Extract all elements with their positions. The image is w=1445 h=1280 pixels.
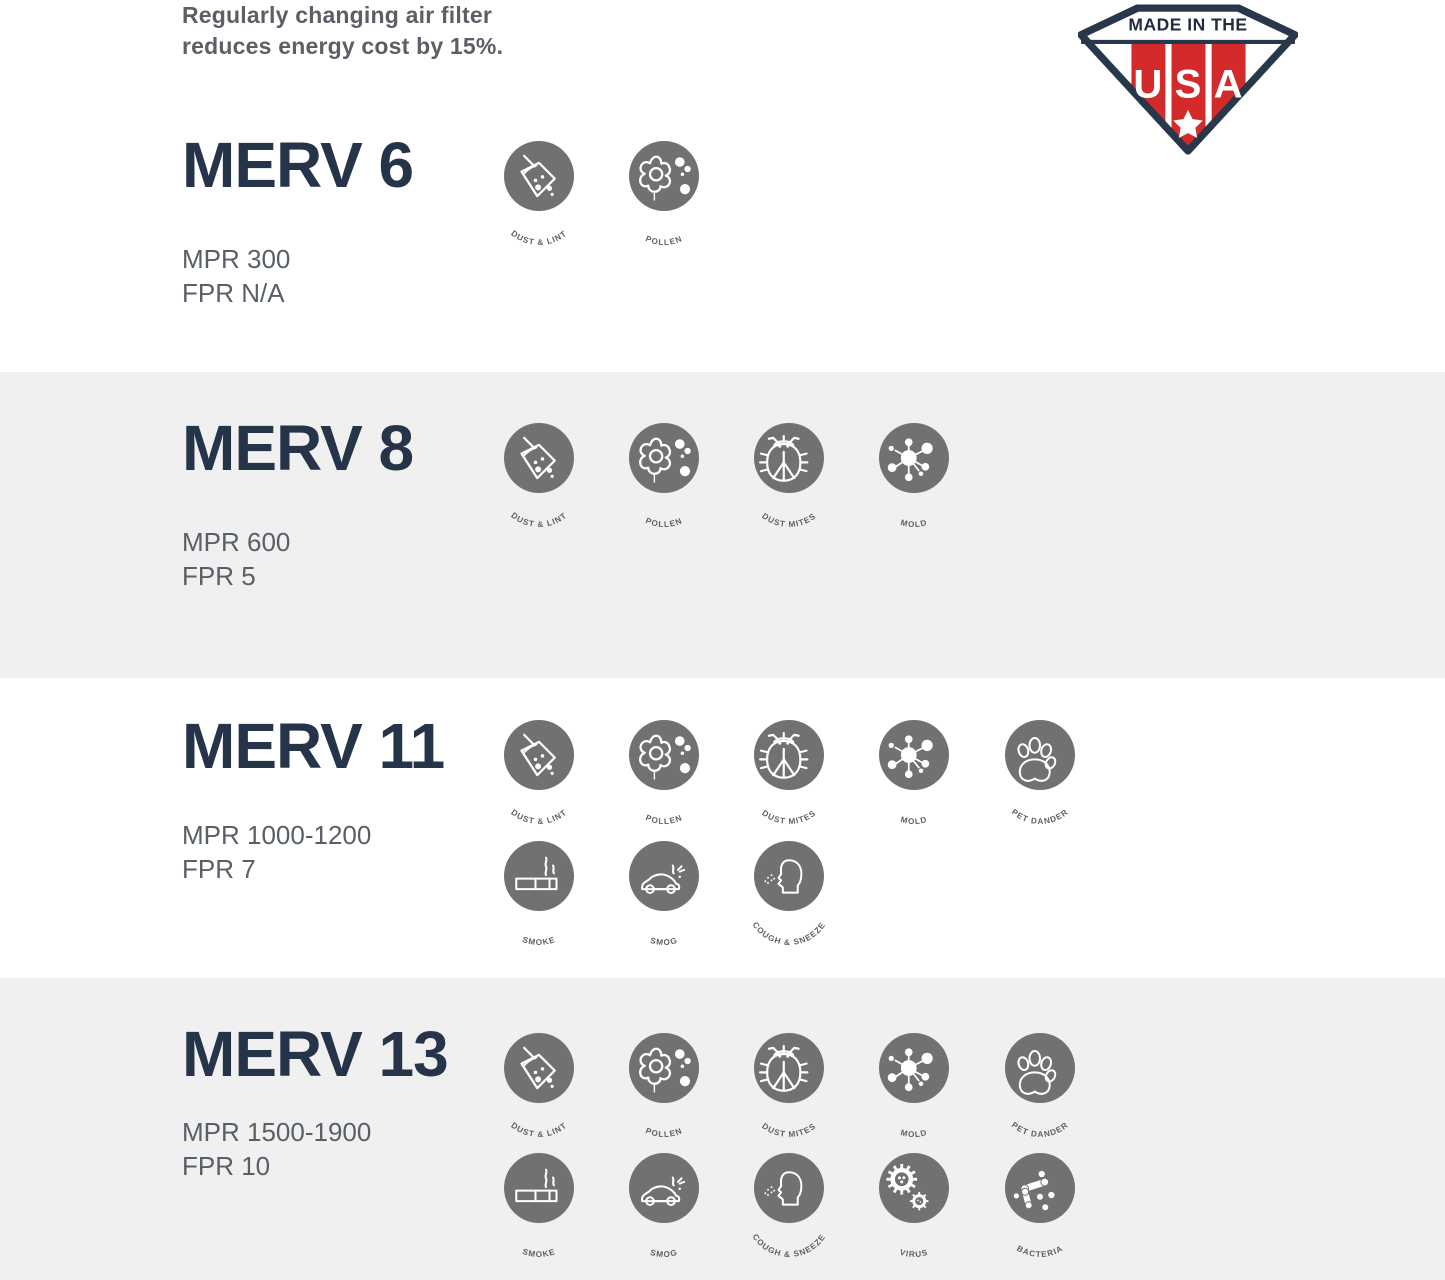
svg-text:DUST MITES: DUST MITES [760,1121,818,1139]
svg-text:DUST & LINT: DUST & LINT [509,229,568,247]
svg-text:POLLEN: POLLEN [644,234,684,247]
svg-text:VIRUS: VIRUS [899,1248,930,1259]
svg-text:POLLEN: POLLEN [644,516,684,529]
svg-text:COUGH & SNEEZE: COUGH & SNEEZE [751,920,828,947]
svg-text:MOLD: MOLD [900,815,929,826]
svg-text:SMOKE: SMOKE [521,935,556,947]
svg-text:DUST & LINT: DUST & LINT [509,1121,568,1139]
svg-text:SMOG: SMOG [649,936,679,947]
svg-text:POLLEN: POLLEN [644,813,684,826]
svg-text:S: S [1175,63,1202,107]
svg-text:U: U [1133,63,1162,107]
svg-text:DUST MITES: DUST MITES [760,808,818,826]
svg-text:SMOKE: SMOKE [521,1247,556,1259]
svg-text:MADE IN THE: MADE IN THE [1128,15,1247,35]
svg-text:PET DANDER: PET DANDER [1009,1120,1069,1139]
svg-text:DUST & LINT: DUST & LINT [509,807,568,825]
svg-text:MOLD: MOLD [900,1128,929,1139]
svg-text:BACTERIA: BACTERIA [1015,1244,1065,1259]
svg-text:POLLEN: POLLEN [644,1126,684,1139]
svg-text:SMOG: SMOG [649,1248,679,1259]
svg-text:DUST MITES: DUST MITES [760,511,818,529]
svg-text:MOLD: MOLD [900,518,929,529]
svg-text:A: A [1214,63,1243,107]
svg-text:PET DANDER: PET DANDER [1009,807,1069,826]
svg-text:DUST & LINT: DUST & LINT [509,511,568,529]
svg-text:COUGH & SNEEZE: COUGH & SNEEZE [751,1233,828,1260]
